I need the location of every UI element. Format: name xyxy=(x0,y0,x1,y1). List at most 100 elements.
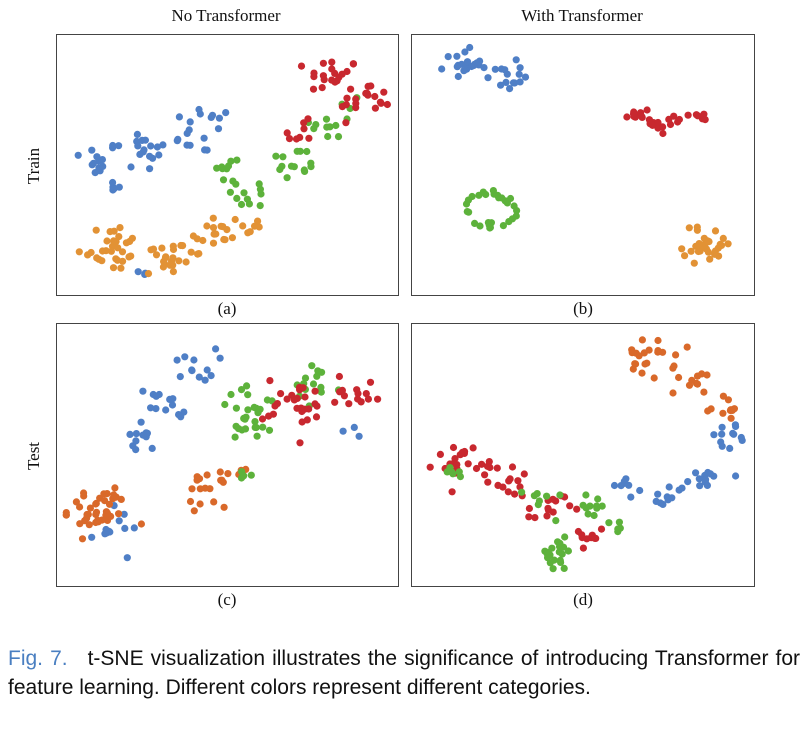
scatter-point-red xyxy=(301,393,309,401)
scatter-point-dark_orange xyxy=(110,491,118,499)
scatter-point-blue xyxy=(515,70,523,78)
scatter-point-blue xyxy=(173,356,181,364)
scatter-point-green xyxy=(557,558,565,566)
scatter-point-blue xyxy=(665,483,673,491)
scatter-plot xyxy=(438,43,732,267)
scatter-point-blue xyxy=(737,433,745,442)
scatter-point-red xyxy=(659,123,667,131)
scatter-point-red xyxy=(335,372,343,381)
scatter-point-red xyxy=(504,488,512,496)
scatter-point-blue xyxy=(475,58,483,66)
scatter-point-orange xyxy=(107,247,115,255)
scatter-point-green xyxy=(254,409,262,417)
scatter-point-orange xyxy=(103,237,111,245)
scatter-point-dark_orange xyxy=(220,503,228,511)
scatter-point-orange xyxy=(125,253,133,261)
scatter-point-green xyxy=(253,432,261,440)
scatter-point-red xyxy=(312,413,321,421)
scatter-point-dark_orange xyxy=(654,336,662,345)
scatter-point-green xyxy=(471,219,479,227)
scatter-point-dark_orange xyxy=(685,381,694,389)
scatter-point-orange xyxy=(92,226,100,234)
scatter-point-green xyxy=(556,539,564,547)
scatter-point-blue xyxy=(467,62,476,71)
column-title-with-transformer: With Transformer xyxy=(521,6,643,25)
scatter-point-blue xyxy=(729,429,737,437)
scatter-point-green xyxy=(256,185,264,193)
scatter-point-red xyxy=(591,534,599,542)
scatter-point-green xyxy=(226,188,234,196)
scatter-point-green xyxy=(594,495,602,503)
scatter-point-red xyxy=(297,62,306,70)
scatter-point-blue xyxy=(134,268,142,276)
scatter-point-blue xyxy=(215,114,223,122)
scatter-point-red xyxy=(364,82,372,90)
panel-b-label: (b) xyxy=(573,299,593,318)
scatter-point-blue xyxy=(121,524,129,532)
scatter-point-dark_orange xyxy=(704,407,712,415)
scatter-point-dark_orange xyxy=(641,360,649,368)
scatter-point-blue xyxy=(732,472,740,480)
scatter-point-red xyxy=(666,120,675,129)
scatter-point-blue xyxy=(147,142,155,150)
scatter-plot xyxy=(62,345,382,562)
scatter-point-dark_orange xyxy=(224,470,232,478)
scatter-point-blue xyxy=(731,421,739,429)
scatter-point-red xyxy=(525,513,533,521)
scatter-point-blue xyxy=(91,169,99,177)
scatter-point-green xyxy=(317,383,325,391)
scatter-point-blue xyxy=(636,486,644,495)
scatter-point-dark_orange xyxy=(670,362,678,370)
scatter-point-red xyxy=(305,134,313,142)
scatter-point-blue xyxy=(174,135,182,143)
scatter-point-blue xyxy=(706,470,715,478)
scatter-point-blue xyxy=(501,66,509,74)
scatter-point-blue xyxy=(176,373,184,381)
scatter-point-dark_orange xyxy=(186,497,195,506)
scatter-point-green xyxy=(593,504,601,512)
scatter-point-blue xyxy=(617,482,625,490)
scatter-point-red xyxy=(494,481,502,489)
scatter-point-red xyxy=(506,475,514,483)
scatter-point-dark_orange xyxy=(92,508,101,516)
scatter-point-blue xyxy=(453,63,461,71)
scatter-point-green xyxy=(560,564,568,572)
scatter-point-red xyxy=(486,463,494,472)
scatter-point-red xyxy=(630,110,638,118)
scatter-point-red xyxy=(694,112,702,120)
scatter-point-blue xyxy=(147,404,155,412)
scatter-point-blue xyxy=(696,482,704,490)
scatter-point-red xyxy=(296,439,304,447)
scatter-point-red xyxy=(472,464,481,473)
scatter-point-red xyxy=(638,112,646,121)
scatter-point-red xyxy=(265,412,273,420)
scatter-point-green xyxy=(584,510,592,518)
scatter-point-green xyxy=(334,133,343,141)
panel-b-scatter xyxy=(411,34,755,296)
scatter-point-red xyxy=(374,395,382,403)
figure: No Transformer With Transformer Train Te… xyxy=(24,6,755,609)
scatter-point-dark_orange xyxy=(693,380,702,388)
scatter-point-green xyxy=(332,121,340,130)
scatter-point-red xyxy=(319,59,327,67)
scatter-point-dark_orange xyxy=(727,406,735,414)
scatter-point-orange xyxy=(203,222,211,230)
scatter-point-red xyxy=(353,386,361,394)
scatter-point-blue xyxy=(610,481,619,490)
scatter-point-blue xyxy=(120,510,128,518)
scatter-point-orange xyxy=(209,239,218,247)
scatter-point-green xyxy=(241,415,249,423)
scatter-point-red xyxy=(357,398,365,406)
scatter-point-blue xyxy=(627,493,635,501)
scatter-point-green xyxy=(227,157,235,165)
scatter-point-blue xyxy=(497,81,505,89)
scatter-point-blue xyxy=(183,129,191,137)
scatter-point-blue xyxy=(502,78,510,86)
scatter-point-green xyxy=(518,488,526,496)
scatter-point-green xyxy=(233,194,241,202)
scatter-point-blue xyxy=(350,423,358,431)
scatter-point-blue xyxy=(480,64,488,72)
scatter-point-orange xyxy=(169,254,177,262)
scatter-point-orange xyxy=(700,234,708,242)
scatter-point-red xyxy=(573,505,581,513)
